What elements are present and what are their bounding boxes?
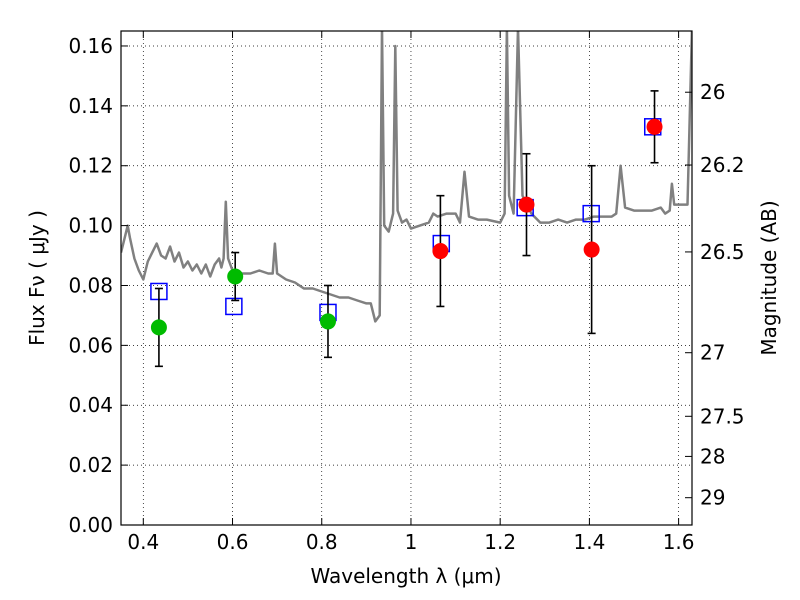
y-tick-label: 0.12 <box>68 154 113 178</box>
y-tick-label: 0.08 <box>68 273 113 297</box>
x-tick-label: 0.4 <box>127 530 159 554</box>
observed-flux-point-green <box>150 319 167 336</box>
x-tick-label: 1.2 <box>484 530 516 554</box>
right-tick-label: 26 <box>700 80 725 104</box>
x-tick-label: 1 <box>405 530 418 554</box>
observed-flux-point-red <box>583 241 600 258</box>
right-tick-label: 26.2 <box>700 153 745 177</box>
right-tick-label: 27 <box>700 341 725 365</box>
x-tick-label: 1.6 <box>663 530 695 554</box>
right-tick-label: 29 <box>700 486 725 510</box>
y-tick-label: 0.00 <box>68 513 113 537</box>
right-tick-label: 28 <box>700 444 725 468</box>
model-spectrum-line <box>121 31 692 323</box>
observed-flux-point-red <box>646 118 663 135</box>
right-tick-label: 26.5 <box>700 240 745 264</box>
model-flux-square <box>225 297 243 316</box>
axis-ticks: 0.4 0.6 0.8 1 1.2 1.4 1.6 0.00 0.02 0.04 0.06 0.08 0… <box>68 31 745 554</box>
observed-flux-point-green <box>319 313 336 330</box>
x-axis-title: Wavelength λ (μm) <box>310 564 501 588</box>
y-tick-label: 0.16 <box>68 34 113 58</box>
x-tick-label: 0.8 <box>306 530 338 554</box>
y-tick-label: 0.06 <box>68 333 113 357</box>
plot-frame <box>120 30 693 526</box>
observed-flux-point-red <box>518 196 535 213</box>
observed-flux-point-green <box>227 268 244 285</box>
y-right-axis-title: Magnitude (AB) <box>757 200 781 355</box>
y-axis-title: Flux Fν ( μJy ) <box>25 210 49 346</box>
x-tick-label: 1.4 <box>573 530 605 554</box>
x-tick-label: 0.6 <box>217 530 249 554</box>
plot-area <box>121 31 692 368</box>
observed-flux-point-red <box>432 243 449 260</box>
y-tick-label: 0.14 <box>68 94 113 118</box>
y-tick-label: 0.10 <box>68 214 113 238</box>
y-tick-label: 0.04 <box>68 393 113 417</box>
y-tick-label: 0.02 <box>68 453 113 477</box>
right-tick-label: 27.5 <box>700 404 745 428</box>
